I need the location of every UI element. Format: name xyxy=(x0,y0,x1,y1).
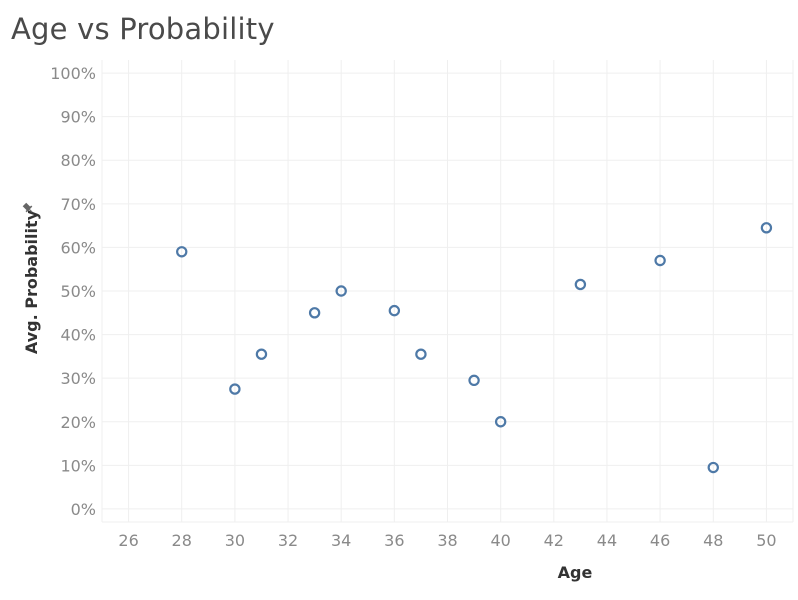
y-tick-label: 10% xyxy=(60,456,96,475)
y-tick-label: 90% xyxy=(60,108,96,127)
x-tick-label: 46 xyxy=(650,531,670,550)
y-tick-label: 80% xyxy=(60,151,96,170)
data-point[interactable] xyxy=(335,285,347,297)
y-tick-label: 60% xyxy=(60,238,96,257)
y-tick-label: 100% xyxy=(50,64,96,83)
data-point[interactable] xyxy=(468,374,480,387)
x-tick-label: 28 xyxy=(172,531,192,550)
data-point[interactable] xyxy=(654,254,666,267)
data-point[interactable] xyxy=(707,461,719,474)
y-tick-label: 0% xyxy=(71,500,96,519)
chart-title: Age vs Probability xyxy=(11,12,275,46)
x-tick-label: 48 xyxy=(703,531,723,550)
x-tick-label: 42 xyxy=(544,531,564,550)
x-axis-ticks: 26 28 30 32 34 36 38 40 42 44 46 48 50 xyxy=(118,531,776,550)
y-axis-ticks: 0% 10% 20% 30% 40% 50% 60% 70% 80% 90% 100% xyxy=(50,64,96,519)
data-point[interactable] xyxy=(308,307,321,319)
x-tick-label: 36 xyxy=(384,531,404,550)
x-tick-label: 32 xyxy=(278,531,298,550)
y-tick-label: 40% xyxy=(60,326,96,345)
y-tick-label: 70% xyxy=(60,195,96,214)
x-axis-title: Age xyxy=(558,563,593,582)
y-axis-title-group: Avg. Probability xyxy=(22,209,41,354)
pin-icon[interactable] xyxy=(22,202,35,215)
x-tick-label: 40 xyxy=(490,531,510,550)
data-point[interactable] xyxy=(229,383,241,395)
x-tick-label: 38 xyxy=(437,531,457,550)
data-point[interactable] xyxy=(176,246,188,258)
y-tick-label: 20% xyxy=(60,413,96,432)
y-tick-label: 50% xyxy=(60,282,96,301)
data-point[interactable] xyxy=(574,278,587,291)
data-point[interactable] xyxy=(255,348,268,360)
y-axis-title: Avg. Probability xyxy=(22,209,41,354)
data-point[interactable] xyxy=(415,348,427,360)
x-tick-label: 30 xyxy=(225,531,245,550)
x-tick-label: 50 xyxy=(756,531,776,550)
x-tick-label: 26 xyxy=(118,531,138,550)
data-point[interactable] xyxy=(760,222,773,234)
grid-layer xyxy=(101,60,794,523)
x-tick-label: 44 xyxy=(597,531,617,550)
x-tick-label: 34 xyxy=(331,531,351,550)
data-points xyxy=(176,222,773,474)
y-tick-label: 30% xyxy=(60,369,96,388)
data-point[interactable] xyxy=(388,304,401,317)
data-point[interactable] xyxy=(494,416,507,428)
